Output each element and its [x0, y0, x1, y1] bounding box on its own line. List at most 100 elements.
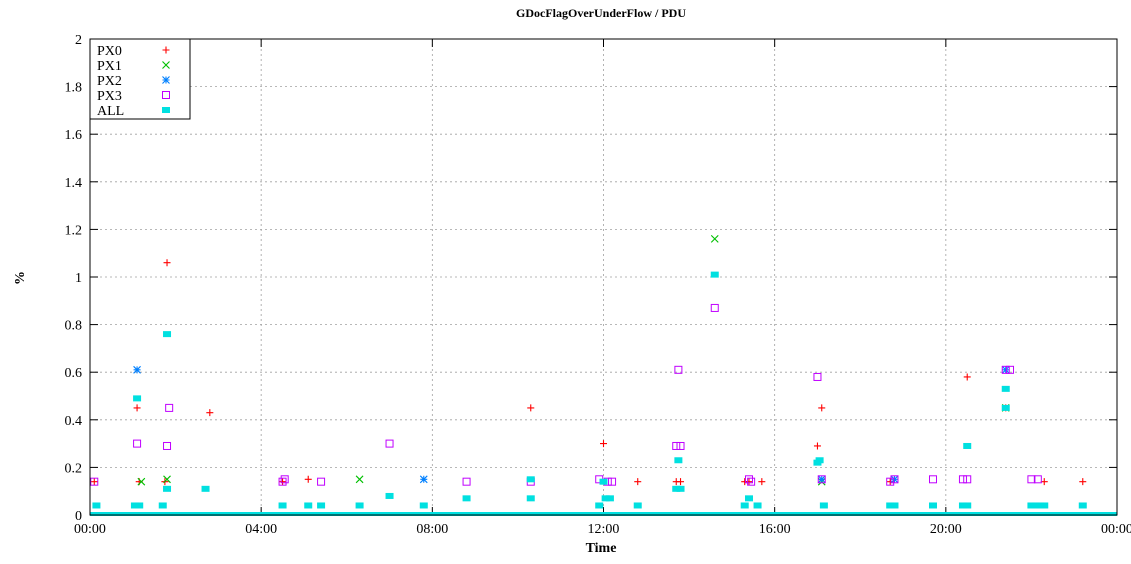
chart-title: GDocFlagOverUnderFlow / PDU: [516, 6, 686, 20]
data-point-all: [527, 495, 535, 501]
legend-label: PX1: [97, 59, 122, 74]
data-point-px2: [420, 476, 427, 483]
data-point-all: [527, 476, 535, 482]
y-tick-label: 0.8: [65, 319, 83, 334]
data-point-px3: [711, 304, 718, 311]
data-point-px0: [634, 478, 641, 485]
series-px3: [91, 304, 1042, 485]
x-tick-label: 04:00: [245, 522, 277, 537]
series-all: [92, 272, 1086, 509]
legend-label: PX2: [97, 74, 122, 89]
data-point-all: [816, 457, 824, 463]
data-point-px0: [745, 478, 752, 485]
data-point-all: [963, 443, 971, 449]
x-tick-label: 00:00: [74, 522, 106, 537]
data-point-px3: [677, 442, 684, 449]
data-point-all: [279, 502, 287, 508]
x-axis-label: Time: [586, 541, 617, 556]
data-point-px0: [206, 409, 213, 416]
data-point-all: [163, 486, 171, 492]
data-point-px0: [814, 442, 821, 449]
y-tick-label: 0.2: [65, 461, 83, 476]
data-point-all: [356, 502, 364, 508]
data-point-all: [674, 457, 682, 463]
data-point-px3: [964, 476, 971, 483]
data-point-all: [133, 395, 141, 401]
data-point-all: [634, 502, 642, 508]
data-point-all: [420, 502, 428, 508]
data-point-px3: [463, 478, 470, 485]
data-point-all: [963, 502, 971, 508]
data-point-px0: [279, 478, 286, 485]
data-point-all: [600, 479, 608, 485]
data-point-all: [711, 272, 719, 278]
data-point-all: [1079, 502, 1087, 508]
x-tick-label: 12:00: [588, 522, 620, 537]
y-tick-label: 0.4: [65, 414, 83, 429]
data-point-px0: [677, 478, 684, 485]
data-point-px3: [609, 478, 616, 485]
legend-marker: [163, 77, 170, 84]
data-point-px0: [1079, 478, 1086, 485]
data-point-px3: [166, 404, 173, 411]
data-point-all: [163, 331, 171, 337]
y-axis-label: %: [13, 271, 28, 285]
data-point-px2: [1002, 366, 1009, 373]
data-point-all: [820, 502, 828, 508]
data-point-all: [92, 502, 100, 508]
data-point-all: [677, 486, 685, 492]
data-point-px3: [673, 442, 680, 449]
data-point-all: [386, 493, 394, 499]
x-tick-label: 08:00: [416, 522, 448, 537]
x-tick-label: 16:00: [759, 522, 791, 537]
data-point-all: [1040, 502, 1048, 508]
x-tick-label: 00:00: [1101, 522, 1131, 537]
data-point-px0: [134, 404, 141, 411]
data-point-px3: [929, 476, 936, 483]
data-point-px3: [814, 373, 821, 380]
data-point-px3: [959, 476, 966, 483]
legend-label: ALL: [97, 104, 124, 119]
data-point-all: [135, 502, 143, 508]
data-point-all: [202, 486, 210, 492]
data-point-all: [741, 502, 749, 508]
data-point-all: [159, 502, 167, 508]
series-px1: [138, 235, 1009, 485]
data-point-all: [1002, 386, 1010, 392]
x-tick-label: 20:00: [930, 522, 962, 537]
data-point-all: [595, 502, 603, 508]
y-tick-label: 1.8: [65, 81, 83, 96]
y-tick-label: 1.2: [65, 223, 83, 238]
data-point-px2: [134, 366, 141, 373]
y-tick-label: 1.4: [65, 176, 83, 191]
y-tick-label: 0.6: [65, 366, 83, 381]
data-point-px1: [356, 476, 363, 483]
data-point-all: [890, 502, 898, 508]
y-tick-label: 2: [75, 33, 82, 48]
data-point-px0: [527, 404, 534, 411]
data-point-all: [1002, 405, 1010, 411]
data-point-px0: [818, 404, 825, 411]
data-point-px0: [305, 476, 312, 483]
legend-marker: [162, 107, 170, 113]
data-point-px0: [91, 478, 98, 485]
data-point-all: [745, 495, 753, 501]
y-tick-label: 1.6: [65, 128, 83, 143]
data-point-all: [463, 495, 471, 501]
data-point-px3: [134, 440, 141, 447]
y-tick-label: 1: [75, 271, 82, 286]
legend-label: PX3: [97, 89, 122, 104]
legend-label: PX0: [97, 44, 122, 59]
series-px2: [134, 366, 1010, 482]
data-point-all: [304, 502, 312, 508]
data-point-px0: [164, 259, 171, 266]
data-point-px3: [164, 442, 171, 449]
data-point-px2: [818, 476, 825, 483]
data-point-px0: [600, 440, 607, 447]
data-point-px1: [711, 235, 718, 242]
data-point-px3: [386, 440, 393, 447]
